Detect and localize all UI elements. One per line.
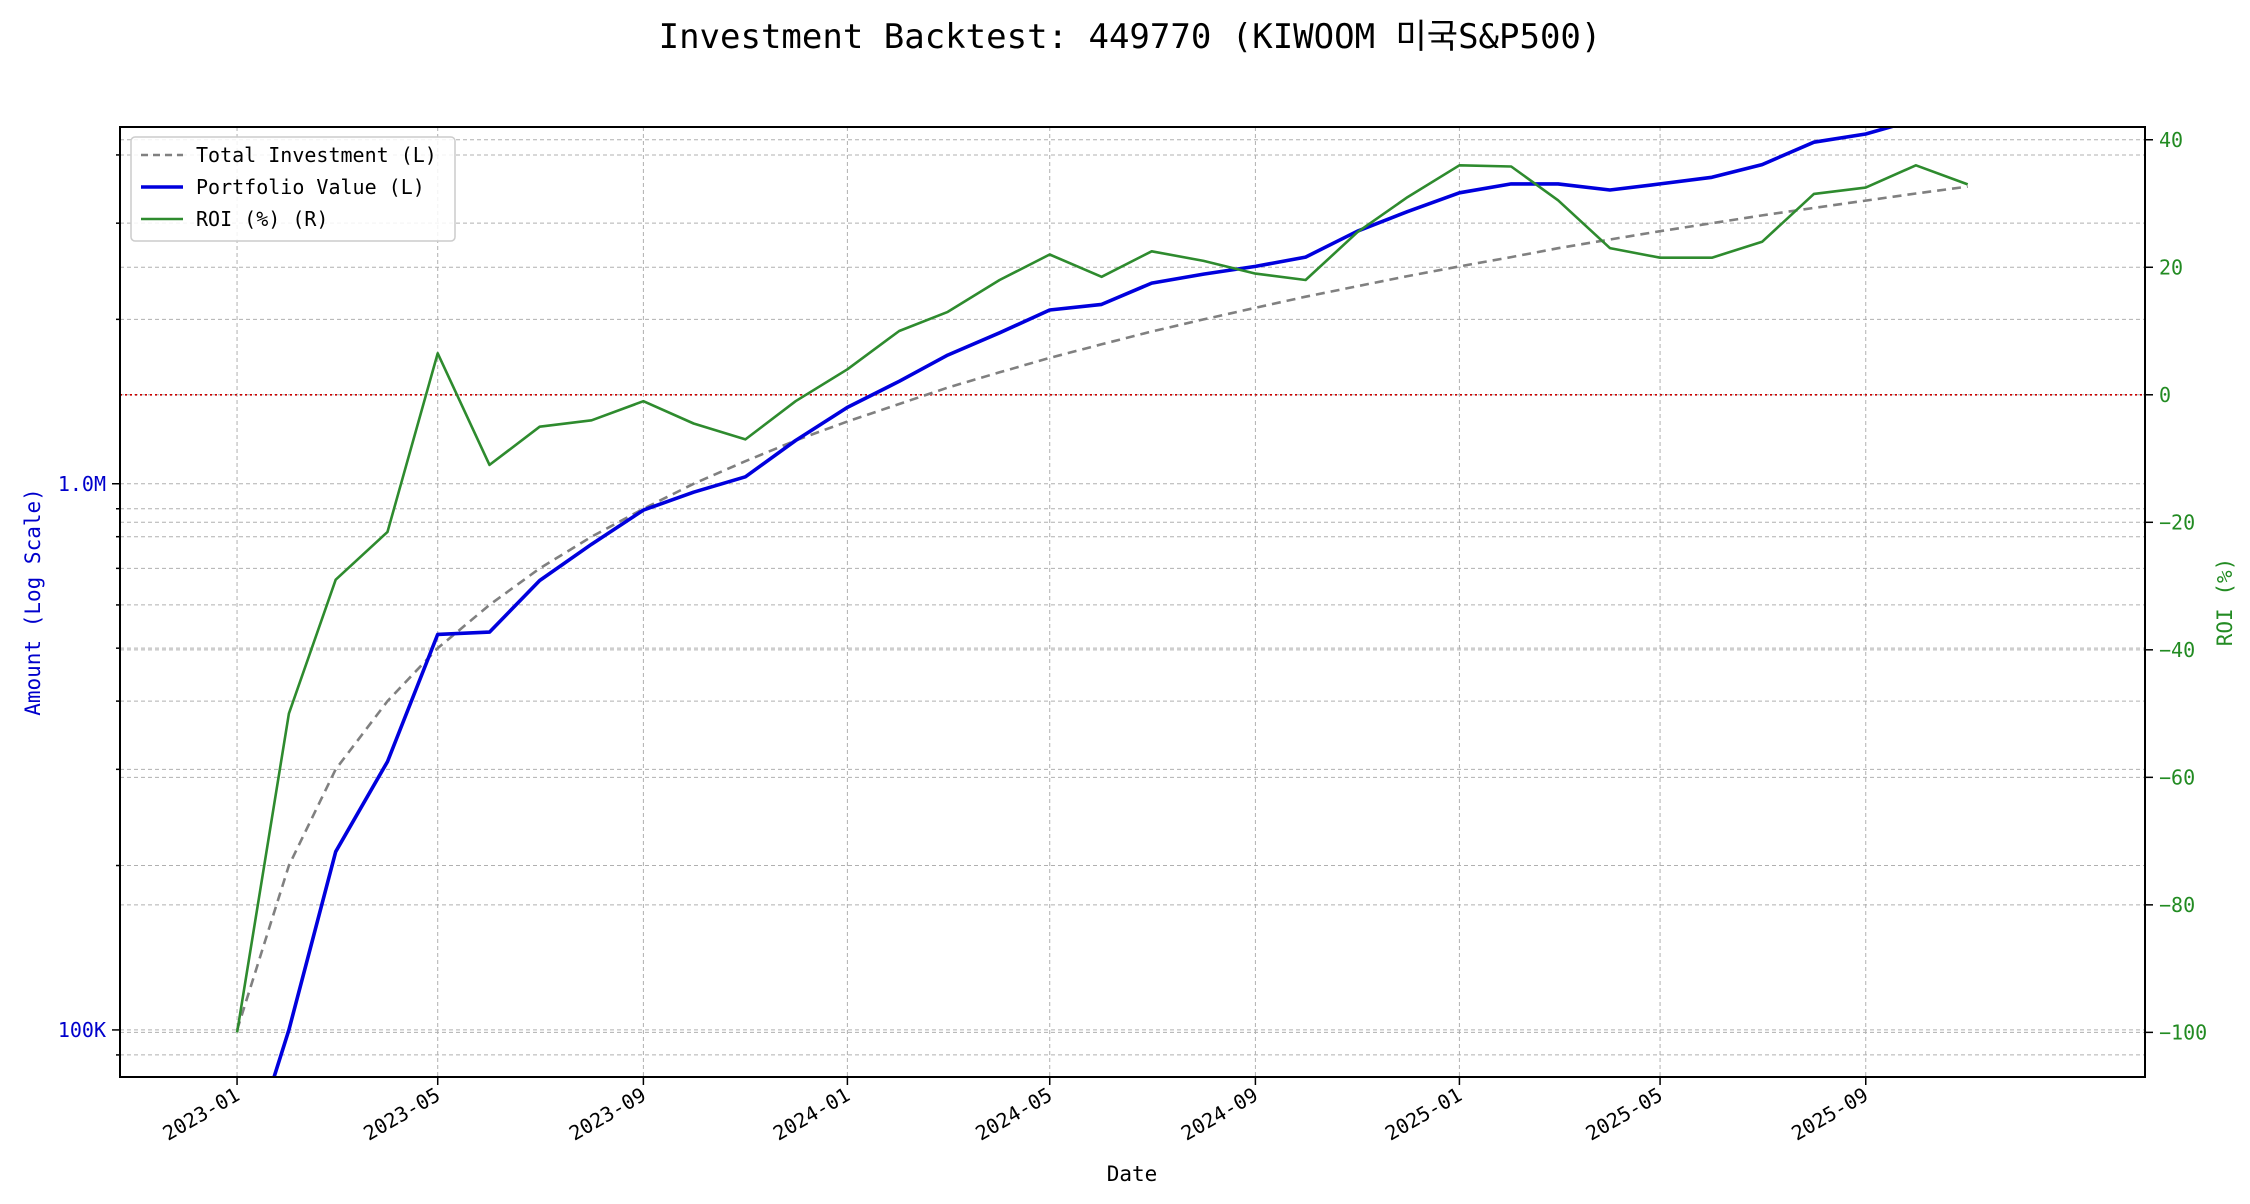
y-right-tick-label: 20 bbox=[2159, 255, 2183, 279]
y-axis-right-label: ROI (%) bbox=[2213, 558, 2237, 647]
y-right-tick-label: −20 bbox=[2159, 510, 2195, 534]
x-tick-label: 2025-01 bbox=[1381, 1083, 1466, 1146]
y-axis-right: −100 −80 −60 −40 −20 0 20 40 bbox=[2145, 128, 2207, 1045]
plot-frame bbox=[120, 127, 2145, 1077]
y-left-tick-label: 1.0M bbox=[58, 472, 106, 496]
y-right-tick-label: −80 bbox=[2159, 893, 2195, 917]
x-tick-label: 2023-09 bbox=[565, 1083, 650, 1146]
x-tick-label: 2024-01 bbox=[769, 1083, 854, 1146]
y-axis-left-label: Amount (Log Scale) bbox=[21, 488, 45, 716]
y-left-tick-label: 100K bbox=[58, 1018, 106, 1042]
y-right-tick-label: −40 bbox=[2159, 638, 2195, 662]
legend: Total Investment (L) Portfolio Value (L) R… bbox=[131, 137, 455, 241]
series-line-total-investment bbox=[237, 187, 1968, 1030]
chart-title: Investment Backtest: 449770 (KIWOOM 미국S&… bbox=[659, 17, 1602, 57]
y-right-tick-label: −100 bbox=[2159, 1020, 2207, 1044]
x-axis-label: Date bbox=[1107, 1162, 1158, 1186]
x-tick-label: 2024-09 bbox=[1177, 1083, 1262, 1146]
legend-label: ROI (%) (R) bbox=[196, 207, 328, 231]
y-right-tick-label: 0 bbox=[2159, 383, 2171, 407]
y-right-tick-label: −60 bbox=[2159, 765, 2195, 789]
y-axis-left: 100K 1.0M bbox=[58, 155, 120, 1055]
legend-label: Portfolio Value (L) bbox=[196, 175, 425, 199]
x-tick-label: 2024-05 bbox=[971, 1083, 1056, 1146]
x-axis: 2023-01 2023-05 2023-09 2024-01 2024-05 2024-… bbox=[159, 1077, 1873, 1145]
x-tick-label: 2023-01 bbox=[159, 1083, 244, 1146]
y-right-tick-label: 40 bbox=[2159, 128, 2183, 152]
x-tick-label: 2025-05 bbox=[1582, 1083, 1667, 1146]
x-tick-label: 2023-05 bbox=[359, 1083, 444, 1146]
x-tick-label: 2025-09 bbox=[1787, 1083, 1872, 1146]
grid-layer bbox=[120, 127, 2145, 1077]
legend-label: Total Investment (L) bbox=[196, 143, 437, 167]
